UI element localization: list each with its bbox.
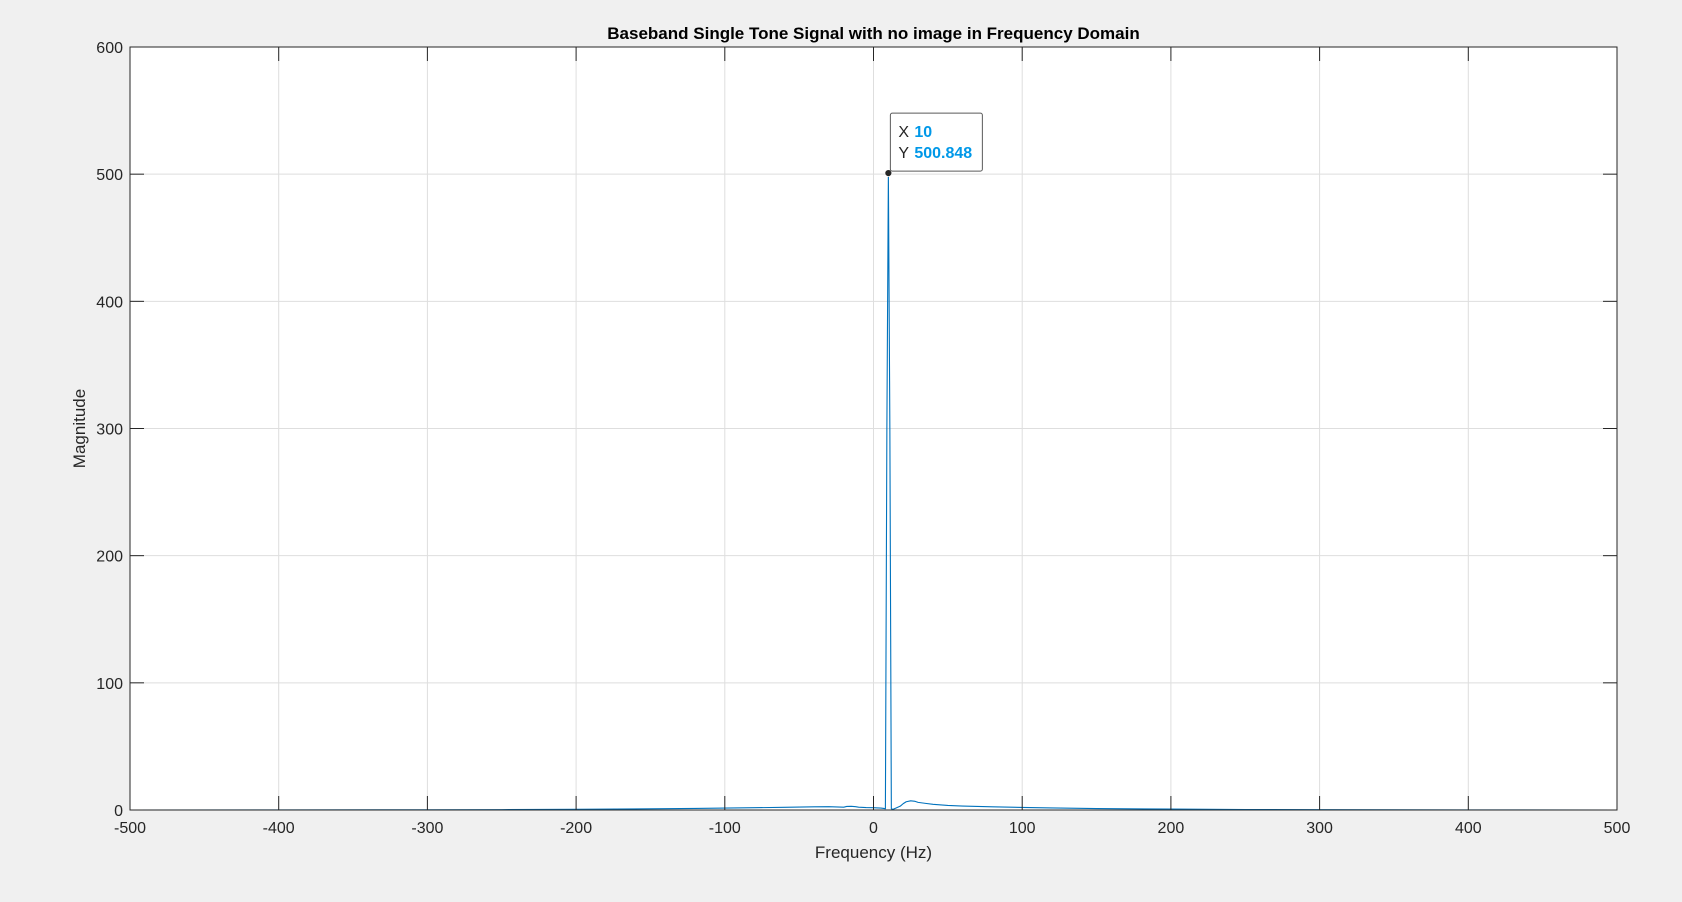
datatip[interactable]: X 10 Y 500.848: [884, 112, 983, 177]
x-tick-label: -200: [560, 820, 592, 837]
series-line-1[interactable]: [129, 172, 1618, 811]
x-tick-label: -500: [114, 820, 146, 837]
x-tick-label: 400: [1455, 820, 1482, 837]
x-tick-label: -300: [411, 820, 443, 837]
x-tick-label: 200: [1158, 820, 1185, 837]
y-tick-label: 400: [96, 294, 123, 311]
datatip-x-value: 10: [914, 124, 932, 141]
datatip-y-value: 500.848: [914, 145, 972, 162]
x-tick-label: 100: [1009, 820, 1036, 837]
series-layer: [129, 172, 1618, 811]
y-tick-label: 500: [96, 167, 123, 184]
datatip-y-label: Y: [898, 145, 909, 162]
datatip-marker[interactable]: [884, 169, 893, 177]
x-tick-label: 500: [1604, 820, 1631, 837]
x-tick-label: -400: [263, 820, 295, 837]
chart-title: Baseband Single Tone Signal with no imag…: [607, 24, 1139, 43]
y-tick-label: 100: [96, 676, 123, 693]
x-tick-label: -100: [709, 820, 741, 837]
x-tick-label: 0: [869, 820, 878, 837]
datatip-x-label: X: [898, 124, 909, 141]
y-tick-label: 0: [114, 803, 123, 820]
datatip-box[interactable]: [889, 112, 983, 172]
y-tick-label: 300: [96, 422, 123, 439]
y-axis-label: Magnitude: [70, 389, 89, 468]
x-tick-label: 300: [1306, 820, 1333, 837]
axis-ticks: -500 -400 -300 -200 -100 0 100 200 300 400 500 0 100…: [96, 40, 1630, 837]
x-axis-label: Frequency (Hz): [815, 843, 932, 862]
y-tick-label: 600: [96, 40, 123, 57]
y-tick-label: 200: [96, 549, 123, 566]
